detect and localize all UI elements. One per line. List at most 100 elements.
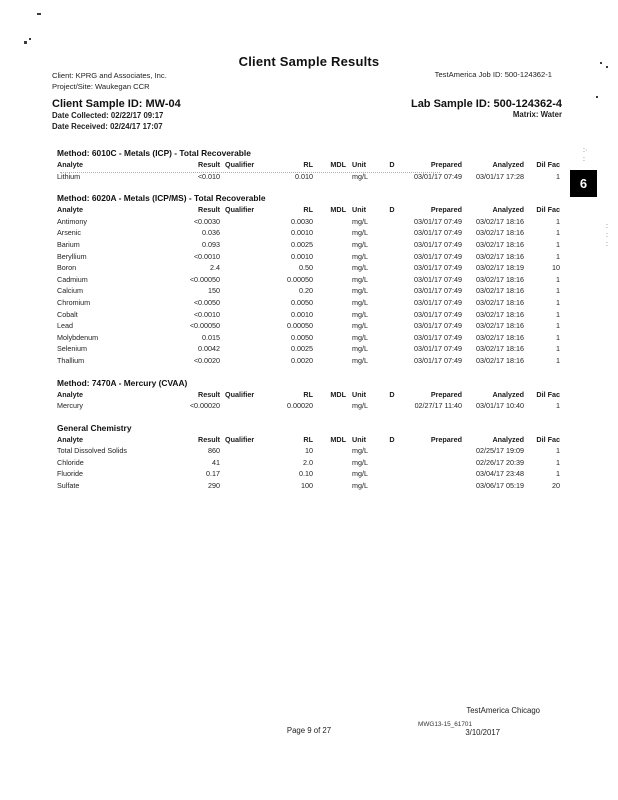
table-cell: mg/L xyxy=(352,469,368,479)
table-cell: 03/01/17 07:49 xyxy=(414,332,462,342)
table-cell: 1 xyxy=(556,216,560,226)
column-header: Prepared xyxy=(430,389,462,399)
table-cell: 0.010 xyxy=(295,171,313,181)
table-cell xyxy=(313,262,346,274)
table-cell: 1 xyxy=(556,446,560,456)
table-cell: 1 xyxy=(556,457,560,467)
table-cell: 03/01/17 07:49 xyxy=(414,344,462,354)
table-cell: 03/01/17 07:49 xyxy=(414,309,462,319)
table-cell: 0.0020 xyxy=(291,355,313,365)
method-section: Method: 6010C - Metals (ICP) - Total Rec… xyxy=(57,148,560,182)
table-cell xyxy=(220,457,258,469)
table-cell xyxy=(382,320,402,332)
method-title: Method: 6010C - Metals (ICP) - Total Rec… xyxy=(57,148,251,158)
column-header: Unit xyxy=(352,160,366,169)
table-row: Lithium <0.010 0.010 mg/L 03/01/17 07:49 03/0… xyxy=(57,171,560,183)
footer-doc-code: MWG13-15_61701 xyxy=(418,721,472,728)
table-cell xyxy=(382,400,402,412)
table-cell xyxy=(382,239,402,251)
table-cell: 02/26/17 20:39 xyxy=(476,457,524,467)
table-cell: mg/L xyxy=(352,216,368,226)
table-cell xyxy=(313,400,346,412)
table-cell: 03/06/17 05:19 xyxy=(476,481,524,491)
table-cell: Mercury xyxy=(57,401,83,411)
method-title: General Chemistry xyxy=(57,422,132,433)
column-header: RL xyxy=(303,389,313,399)
table-cell: <0.010 xyxy=(197,171,220,181)
table-row: Beryllium <0.0010 0.0010 mg/L 03/01/17 07:49… xyxy=(57,251,560,263)
table-cell xyxy=(220,239,258,251)
table-cell xyxy=(313,297,346,309)
job-id: TestAmerica Job ID: 500-124362-1 xyxy=(434,70,552,79)
project-line: Project/Site: Waukegan CCR xyxy=(52,82,150,91)
table-cell xyxy=(313,274,346,286)
column-header: Qualifier xyxy=(225,434,255,444)
table-cell: 1 xyxy=(556,355,560,365)
client-info: Client: KPRG and Associates, Inc. Projec… xyxy=(52,70,167,92)
table-cell: mg/L xyxy=(352,481,368,491)
table-cell: 0.0050 xyxy=(291,297,313,307)
table-cell: 03/04/17 23:48 xyxy=(476,469,524,479)
table-cell xyxy=(313,227,346,239)
column-header: Prepared xyxy=(430,434,462,444)
table-cell: Boron xyxy=(57,263,77,273)
table-cell: 03/02/17 18:16 xyxy=(476,332,524,342)
table-row: Antimony <0.0030 0.0030 mg/L 03/01/17 07:49 0… xyxy=(57,216,560,228)
section-number-tab: 6 xyxy=(570,170,597,197)
scan-artifact: :·: xyxy=(583,147,588,163)
table-header-row: Analyte Result Qualifier RL MDL Unit D Prepared… xyxy=(57,434,560,446)
table-row: Molybdenum 0.015 0.0050 mg/L 03/01/17 07:49 0… xyxy=(57,332,560,344)
table-cell: 0.00020 xyxy=(287,401,313,411)
table-cell: 03/01/17 07:49 xyxy=(414,321,462,331)
table-cell: 0.0025 xyxy=(291,239,313,249)
table-cell: 1 xyxy=(556,469,560,479)
table-cell xyxy=(220,468,258,480)
table-cell: 1 xyxy=(556,401,560,411)
column-header: Qualifier xyxy=(225,205,255,215)
table-cell: 03/01/17 07:49 xyxy=(414,286,462,296)
table-cell: 2.4 xyxy=(210,263,220,273)
table-cell: 0.0010 xyxy=(291,251,313,261)
table-row: Total Dissolved Solids 860 10 mg/L 02/25/17 … xyxy=(57,445,560,457)
table-cell: 0.00050 xyxy=(287,321,313,331)
column-header: MDL xyxy=(330,205,346,215)
table-cell xyxy=(220,309,258,321)
table-cell: 03/01/17 17:28 xyxy=(476,171,524,181)
scan-artifact xyxy=(29,38,31,40)
table-cell xyxy=(382,445,402,457)
table-cell: 02/27/17 11:40 xyxy=(414,401,462,411)
table-row: Cobalt <0.0010 0.0010 mg/L 03/01/17 07:49 03/… xyxy=(57,309,560,321)
table-cell xyxy=(220,332,258,344)
table-row: Arsenic 0.036 0.0010 mg/L 03/01/17 07:49 03/0… xyxy=(57,227,560,239)
column-header: D xyxy=(389,160,395,169)
scan-artifact-line xyxy=(60,172,440,174)
column-header: Analyte xyxy=(57,160,83,169)
table-cell: 0.0010 xyxy=(291,309,313,319)
column-header: Analyte xyxy=(57,205,83,215)
table-cell: mg/L xyxy=(352,401,368,411)
table-cell: 03/02/17 18:16 xyxy=(476,321,524,331)
table-cell: Fluoride xyxy=(57,469,83,479)
table-cell: 0.0042 xyxy=(198,344,220,354)
table-cell xyxy=(313,251,346,263)
table-cell: Calcium xyxy=(57,286,83,296)
table-cell xyxy=(382,285,402,297)
column-header: Unit xyxy=(352,434,366,444)
method-section: General Chemistry Analyte Result Qualifier R… xyxy=(57,423,560,492)
table-cell xyxy=(382,251,402,263)
table-row: Mercury <0.00020 0.00020 mg/L 02/27/17 11:40… xyxy=(57,400,560,412)
column-header: Unit xyxy=(352,205,366,215)
sample-id-block: Client Sample ID: MW-04 Lab Sample ID: 5… xyxy=(52,98,562,132)
table-cell: 1 xyxy=(556,344,560,354)
scan-artifact xyxy=(600,62,602,64)
column-header: Dil Fac xyxy=(536,434,560,444)
table-cell: <0.00020 xyxy=(189,401,220,411)
table-cell: 1 xyxy=(556,332,560,342)
table-cell xyxy=(402,468,462,480)
table-cell: 290 xyxy=(208,481,220,491)
table-cell: 2.0 xyxy=(303,457,313,467)
table-row: Lead <0.00050 0.00050 mg/L 03/01/17 07:49 03/… xyxy=(57,320,560,332)
table-cell: 03/02/17 18:16 xyxy=(476,297,524,307)
table-cell: 1 xyxy=(556,171,560,181)
